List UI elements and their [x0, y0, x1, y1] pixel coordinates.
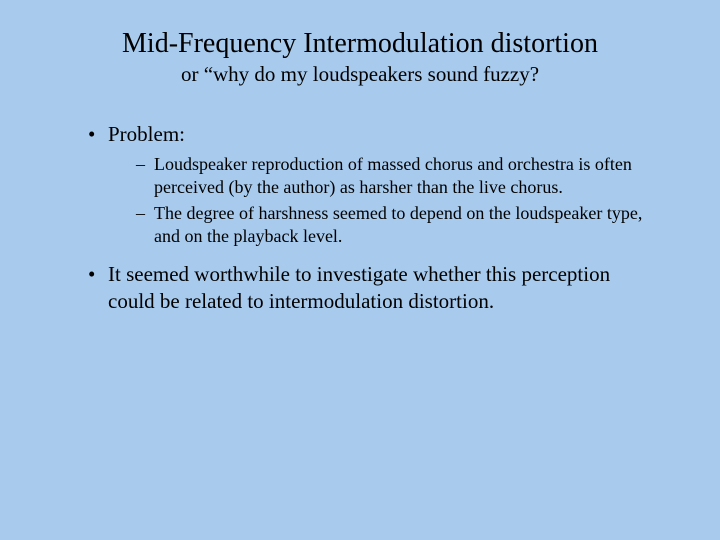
slide: Mid-Frequency Intermodulation distortion… [0, 0, 720, 540]
slide-subtitle: or “why do my loudspeakers sound fuzzy? [60, 62, 660, 87]
bullet-l2: Loudspeaker reproduction of massed choru… [136, 153, 660, 198]
bullet-text: It seemed worthwhile to investigate whet… [108, 262, 610, 312]
bullet-l2: The degree of harshness seemed to depend… [136, 202, 660, 247]
sub-bullet-list: Loudspeaker reproduction of massed choru… [108, 153, 660, 247]
bullet-l1: It seemed worthwhile to investigate whet… [88, 261, 660, 314]
bullet-text: Problem: [108, 122, 185, 146]
bullet-list: Problem: Loudspeaker reproduction of mas… [60, 121, 660, 314]
bullet-text: Loudspeaker reproduction of massed choru… [154, 154, 632, 197]
slide-title: Mid-Frequency Intermodulation distortion [60, 28, 660, 60]
bullet-l1: Problem: Loudspeaker reproduction of mas… [88, 121, 660, 247]
bullet-text: The degree of harshness seemed to depend… [154, 203, 642, 246]
